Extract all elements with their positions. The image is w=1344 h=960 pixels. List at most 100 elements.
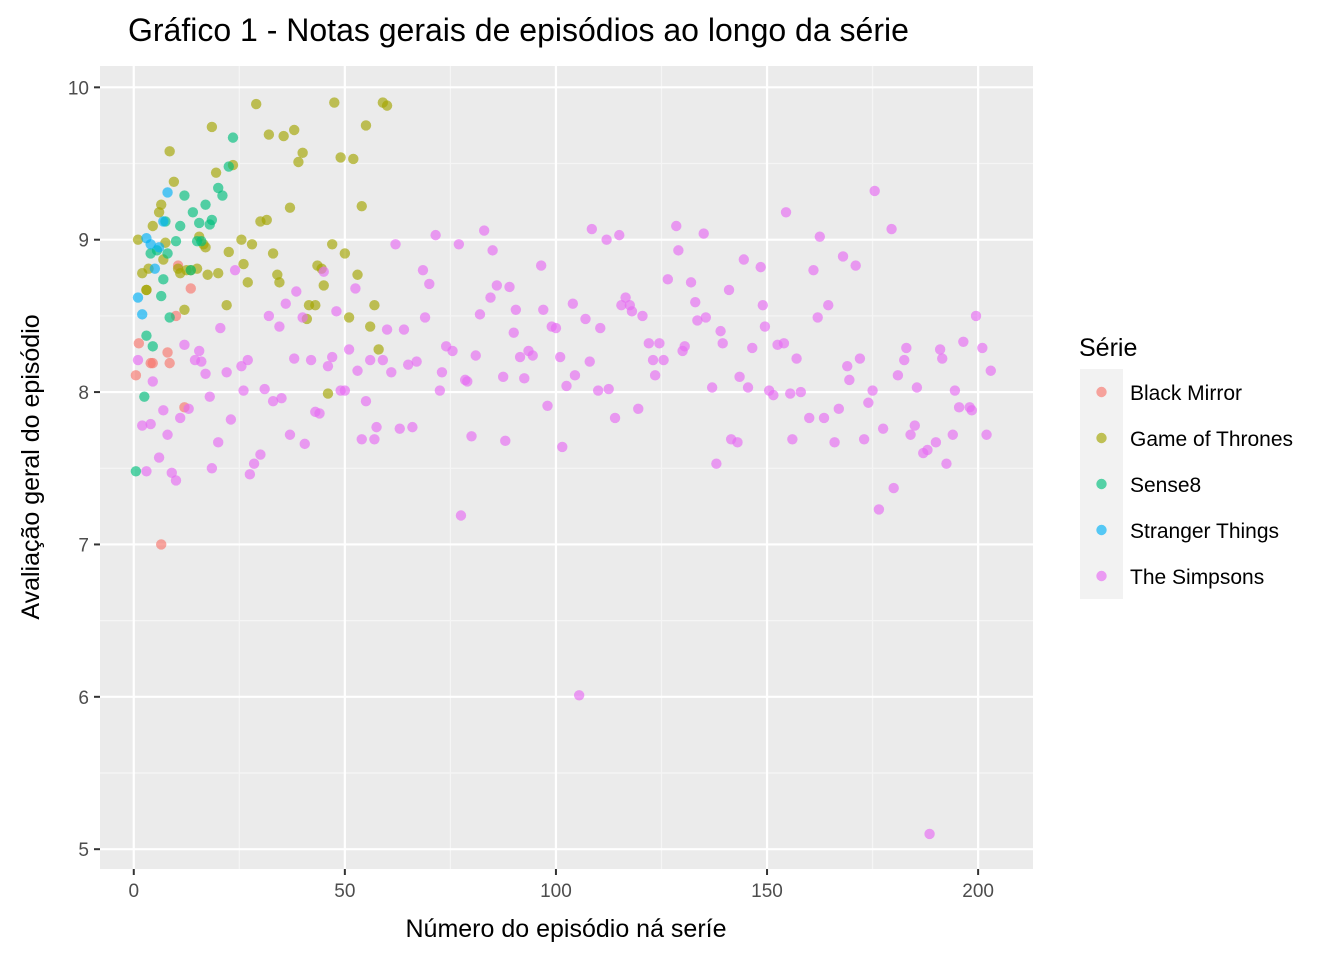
point-the-simpsons: [356, 434, 367, 445]
point-the-simpsons: [204, 391, 215, 402]
point-the-simpsons: [550, 322, 562, 334]
point-the-simpsons: [221, 367, 232, 378]
x-tick-label: 150: [751, 881, 783, 902]
point-black-mirror: [162, 347, 173, 358]
point-sense8: [217, 190, 228, 201]
point-sense8: [162, 248, 173, 259]
point-the-simpsons: [474, 309, 486, 320]
legend: Série Black Mirror Game of Thrones Sense8 S…: [1079, 334, 1293, 599]
point-the-simpsons: [738, 254, 750, 265]
point-the-simpsons: [394, 423, 405, 434]
y-tick-label: 9: [78, 231, 89, 252]
point-the-simpsons: [267, 396, 279, 407]
point-the-simpsons: [229, 264, 241, 276]
point-sense8: [156, 290, 167, 302]
point-the-simpsons: [255, 449, 266, 460]
point-game-of-thrones: [356, 200, 367, 212]
point-the-simpsons: [966, 405, 977, 416]
point-the-simpsons: [573, 690, 585, 701]
point-black-mirror: [156, 539, 167, 550]
point-game-of-thrones: [288, 124, 300, 136]
legend-label-sense8: Sense8: [1130, 474, 1201, 497]
point-game-of-thrones: [329, 97, 340, 108]
point-the-simpsons: [381, 324, 393, 335]
point-black-mirror: [133, 338, 145, 349]
point-game-of-thrones: [202, 269, 213, 280]
point-the-simpsons: [274, 321, 285, 332]
point-sense8: [141, 330, 152, 341]
point-game-of-thrones: [238, 258, 249, 270]
point-the-simpsons: [352, 365, 363, 376]
point-stranger-things: [145, 239, 156, 250]
point-the-simpsons: [755, 261, 766, 273]
point-game-of-thrones: [278, 130, 289, 142]
point-black-mirror: [185, 283, 196, 294]
point-the-simpsons: [808, 264, 819, 276]
point-the-simpsons: [886, 223, 897, 235]
point-game-of-thrones: [242, 277, 253, 288]
legend-title: Série: [1079, 334, 1137, 362]
y-tick-label: 10: [68, 78, 89, 99]
point-the-simpsons: [812, 312, 823, 323]
point-game-of-thrones: [236, 234, 247, 245]
point-the-simpsons: [284, 429, 296, 440]
point-the-simpsons: [318, 266, 329, 277]
point-the-simpsons: [206, 463, 218, 474]
point-the-simpsons: [780, 207, 792, 218]
point-the-simpsons: [620, 292, 631, 303]
point-the-simpsons: [785, 388, 796, 399]
point-the-simpsons: [407, 421, 418, 433]
point-the-simpsons: [778, 338, 790, 349]
point-the-simpsons: [561, 380, 572, 392]
point-game-of-thrones: [263, 129, 275, 140]
point-the-simpsons: [757, 300, 769, 311]
point-game-of-thrones: [156, 199, 167, 210]
point-game-of-thrones: [339, 248, 351, 259]
point-the-simpsons: [554, 351, 566, 363]
point-the-simpsons: [276, 392, 287, 404]
point-game-of-thrones: [141, 284, 152, 296]
point-the-simpsons: [326, 351, 338, 363]
point-the-simpsons: [569, 370, 581, 381]
point-black-mirror: [164, 357, 175, 369]
point-the-simpsons: [194, 345, 205, 357]
point-the-simpsons: [567, 298, 579, 309]
legend-key-the-simpsons: [1096, 570, 1107, 582]
point-the-simpsons: [487, 245, 498, 256]
point-game-of-thrones: [261, 214, 272, 226]
x-tick-label: 0: [128, 881, 139, 902]
point-the-simpsons: [609, 412, 621, 424]
point-the-simpsons: [888, 482, 899, 494]
point-the-simpsons: [814, 231, 826, 242]
point-game-of-thrones: [284, 202, 296, 213]
point-the-simpsons: [259, 383, 270, 395]
point-sense8: [130, 466, 142, 477]
point-the-simpsons: [698, 228, 709, 239]
point-sense8: [223, 161, 234, 172]
point-the-simpsons: [911, 382, 923, 393]
point-the-simpsons: [500, 435, 511, 447]
point-the-simpsons: [504, 281, 515, 293]
point-the-simpsons: [364, 354, 376, 366]
y-tick-label: 8: [78, 383, 89, 404]
point-the-simpsons: [717, 338, 728, 349]
point-game-of-thrones: [251, 98, 262, 110]
point-the-simpsons: [386, 367, 397, 378]
point-the-simpsons: [478, 225, 490, 236]
point-the-simpsons: [742, 382, 754, 393]
point-the-simpsons: [685, 277, 697, 288]
point-the-simpsons: [837, 251, 849, 262]
point-the-simpsons: [690, 296, 701, 308]
point-the-simpsons: [179, 339, 190, 351]
point-sense8: [213, 182, 224, 194]
point-the-simpsons: [692, 315, 703, 326]
point-the-simpsons: [377, 354, 389, 366]
point-sense8: [179, 190, 190, 201]
point-the-simpsons: [411, 356, 422, 367]
x-tick-label: 50: [334, 881, 355, 902]
point-game-of-thrones: [213, 268, 224, 279]
point-sense8: [227, 132, 239, 143]
point-the-simpsons: [958, 336, 969, 347]
point-the-simpsons: [637, 310, 648, 322]
point-the-simpsons: [398, 324, 410, 335]
